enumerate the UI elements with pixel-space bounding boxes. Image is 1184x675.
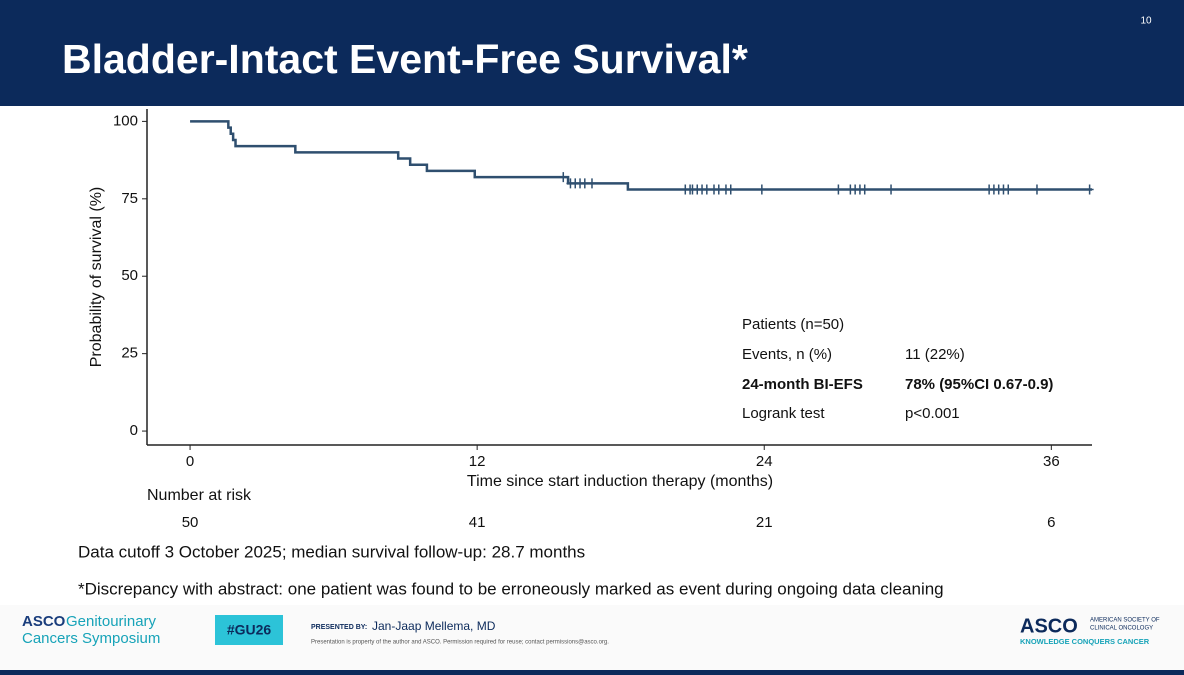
stats-cell: Patients (n=50): [742, 316, 844, 333]
x-axis-label: Time since start induction therapy (mont…: [467, 473, 773, 490]
bottom-bar: [0, 670, 1184, 675]
x-tick-label: 24: [756, 453, 773, 470]
y-tick-label: 0: [130, 422, 138, 439]
x-tick-label: 0: [186, 453, 194, 470]
note: *Discrepancy with abstract: one patient …: [78, 579, 944, 598]
censor-mark: [714, 184, 723, 195]
risk-value: 41: [469, 514, 486, 531]
censor-mark: [1032, 184, 1041, 195]
tagline: KNOWLEDGE CONQUERS CANCER: [1020, 637, 1150, 646]
censor-mark: [580, 178, 589, 189]
censor-mark: [887, 184, 896, 195]
symposium-name: Genitourinary: [66, 613, 157, 630]
censor-mark: [702, 184, 711, 195]
censor-mark: [1085, 184, 1094, 195]
censor-mark: [559, 172, 568, 183]
risk-value: 50: [182, 514, 199, 531]
note: Data cutoff 3 October 2025; median survi…: [78, 542, 585, 561]
censor-mark: [757, 184, 766, 195]
hashtag-box: [215, 615, 283, 645]
risk-value: 6: [1047, 514, 1055, 531]
y-tick-label: 25: [121, 345, 138, 362]
survival-curve: [190, 120, 1092, 191]
hashtag: #GU26: [227, 622, 272, 638]
disclaimer: Presentation is property of the author a…: [311, 640, 609, 646]
censor-mark: [860, 184, 869, 195]
presenter: Jan-Jaap Mellema, MD: [372, 619, 496, 633]
presented-by-label: PRESENTED BY:: [311, 624, 367, 631]
stats-cell: Events, n (%): [742, 346, 832, 363]
stats-cell: Logrank test: [742, 405, 825, 422]
censor-mark: [834, 184, 843, 195]
censor-mark: [1004, 184, 1013, 195]
asco-society: CLINICAL ONCOLOGY: [1090, 626, 1153, 632]
x-tick-label: 12: [469, 453, 486, 470]
risk-title: Number at risk: [147, 487, 252, 504]
x-tick-label: 36: [1043, 453, 1060, 470]
y-tick-label: 75: [121, 190, 138, 207]
censor-mark: [726, 184, 735, 195]
stats-cell: 11 (22%): [905, 346, 965, 363]
asco-society: AMERICAN SOCIETY OF: [1090, 618, 1160, 624]
y-axis-label: Probability of survival (%): [88, 187, 105, 368]
stats-cell: p<0.001: [905, 405, 960, 422]
risk-value: 21: [756, 514, 773, 531]
slide-title: Bladder-Intact Event-Free Survival*: [62, 36, 748, 82]
header-bar: [0, 0, 1184, 106]
symposium-brand: ASCO: [22, 613, 66, 630]
footer-bg: [0, 605, 1184, 670]
symposium-name: Cancers Symposium: [22, 630, 160, 647]
slide-number: 10: [1140, 16, 1152, 27]
censor-mark: [587, 178, 596, 189]
stats-cell: 24-month BI-EFS: [742, 376, 863, 393]
asco-logo: ASCO: [1020, 615, 1078, 637]
stats-cell: 78% (95%CI 0.67-0.9): [905, 376, 1053, 393]
y-tick-label: 100: [113, 112, 138, 129]
y-tick-label: 50: [121, 267, 138, 284]
